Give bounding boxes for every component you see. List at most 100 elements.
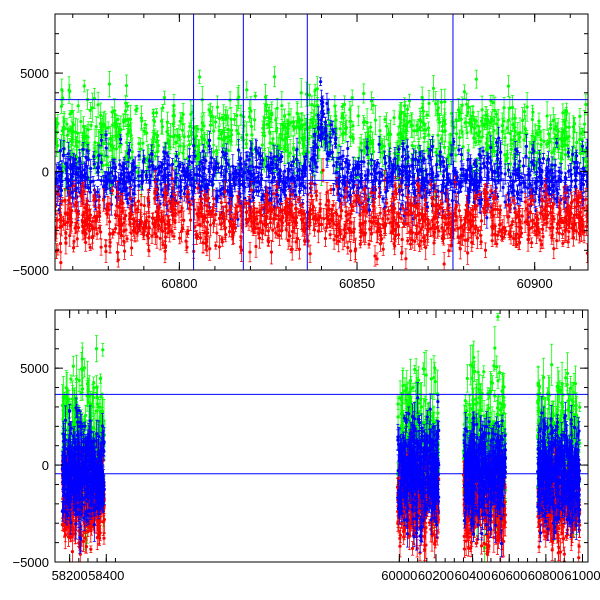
data-point <box>559 137 563 141</box>
data-point <box>486 118 490 123</box>
data-point <box>124 84 129 88</box>
data-point <box>504 159 508 163</box>
data-point <box>420 95 424 100</box>
data-point <box>282 114 287 118</box>
data-point <box>264 103 269 107</box>
data-point <box>270 180 274 184</box>
data-point <box>578 138 582 142</box>
data-point <box>350 96 354 100</box>
data-point <box>474 77 478 81</box>
data-point <box>584 102 588 107</box>
data-point <box>152 119 157 124</box>
data-point <box>217 129 221 133</box>
data-point <box>362 91 366 96</box>
data-point <box>405 107 410 112</box>
data-point <box>480 135 484 139</box>
data-point <box>181 128 185 132</box>
data-point <box>508 162 513 166</box>
data-point <box>461 145 465 149</box>
data-point <box>196 127 200 131</box>
data-point <box>439 100 443 104</box>
data-point <box>333 104 337 108</box>
data-point <box>344 125 349 130</box>
data-point <box>436 111 440 116</box>
data-point <box>486 144 490 148</box>
data-point <box>323 120 328 124</box>
data-point <box>237 95 241 99</box>
data-point <box>575 140 579 145</box>
data-point <box>86 128 90 132</box>
data-point <box>140 119 144 123</box>
data-point <box>460 130 464 134</box>
data-point <box>472 118 476 123</box>
data-point <box>97 195 101 199</box>
data-point <box>211 150 216 154</box>
data-point <box>349 119 353 123</box>
data-point <box>156 143 161 148</box>
data-point <box>564 110 569 114</box>
data-point <box>545 114 549 118</box>
data-point <box>58 149 62 153</box>
data-point <box>253 118 257 122</box>
data-point <box>89 123 93 128</box>
data-point <box>207 138 212 143</box>
data-point <box>128 117 133 122</box>
data-point <box>361 120 366 124</box>
data-point <box>101 163 105 167</box>
data-point <box>474 131 478 135</box>
data-point <box>312 104 317 108</box>
data-point <box>356 114 360 118</box>
data-point <box>301 151 306 155</box>
data-point <box>88 108 92 112</box>
data-point <box>400 137 404 141</box>
data-point <box>573 122 577 126</box>
data-point <box>509 138 513 142</box>
data-point <box>307 93 312 97</box>
data-point <box>465 102 469 107</box>
data-point <box>476 124 480 128</box>
data-point <box>171 122 176 126</box>
data-point <box>263 158 267 162</box>
data-point <box>308 125 312 130</box>
data-point <box>181 112 185 116</box>
data-point <box>123 155 128 159</box>
data-point <box>466 110 470 114</box>
data-point <box>137 174 141 178</box>
data-point <box>516 132 520 136</box>
data-point <box>571 152 575 157</box>
data-point <box>559 156 564 160</box>
data-point <box>511 123 515 127</box>
data-point <box>556 146 561 151</box>
data-point <box>443 100 447 104</box>
data-point <box>420 195 424 200</box>
data-point <box>310 102 314 107</box>
data-point <box>545 142 549 146</box>
data-point <box>232 117 237 122</box>
data-point <box>212 129 216 133</box>
data-point <box>426 126 431 130</box>
data-point <box>525 105 529 109</box>
data-point <box>535 131 539 135</box>
data-point <box>542 139 546 143</box>
data-point <box>480 108 484 112</box>
data-point <box>178 144 182 148</box>
data-point <box>382 144 386 148</box>
data-point <box>310 135 314 139</box>
data-point <box>226 127 230 132</box>
data-point <box>366 173 370 177</box>
data-point <box>155 133 160 138</box>
data-point <box>578 114 582 118</box>
data-point <box>223 113 228 117</box>
data-point <box>297 126 301 130</box>
data-point <box>220 137 224 141</box>
data-point <box>465 131 469 135</box>
data-point <box>267 116 271 120</box>
data-point <box>455 132 459 136</box>
data-point <box>415 168 420 172</box>
data-point <box>495 140 499 145</box>
data-point <box>66 152 70 156</box>
data-point <box>490 150 494 154</box>
data-point <box>177 135 181 140</box>
data-point <box>460 103 464 107</box>
